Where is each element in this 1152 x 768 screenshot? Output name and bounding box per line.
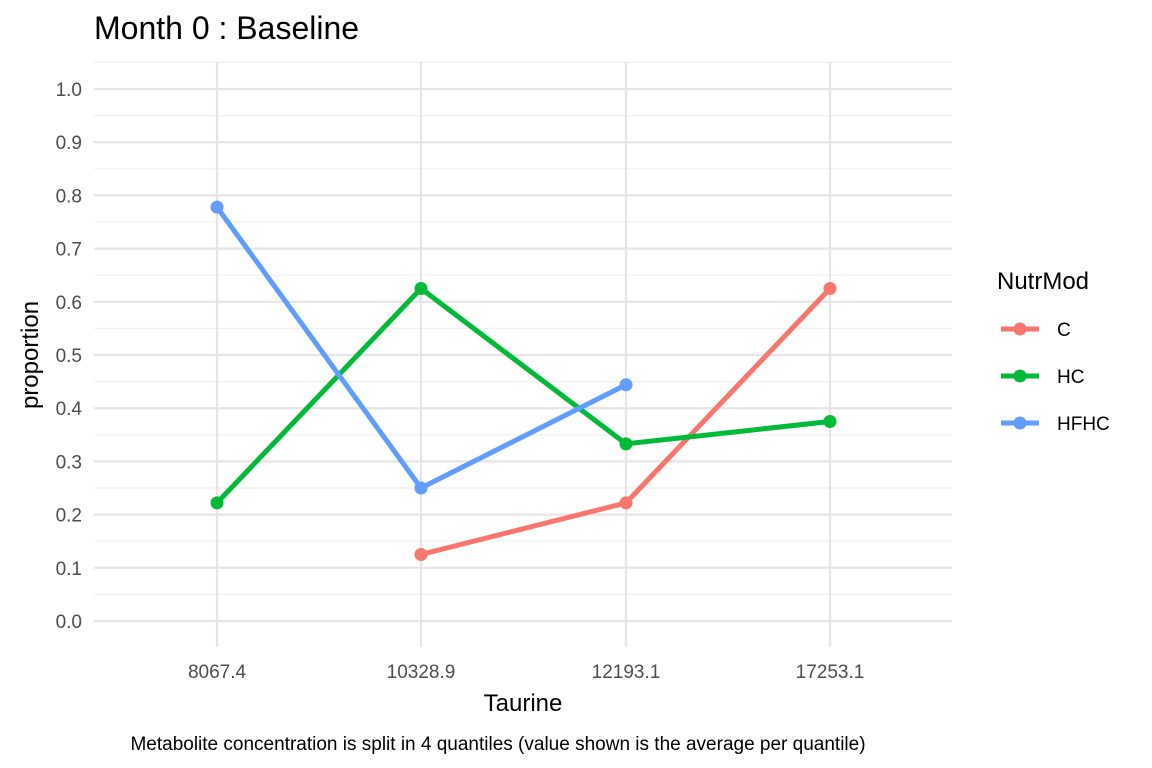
legend-label: HC — [1057, 367, 1084, 388]
x-tick-label: 8067.4 — [188, 662, 247, 683]
data-point-c — [823, 282, 837, 295]
legend-key-point — [1013, 369, 1027, 383]
y-tick-label: 0.8 — [56, 186, 82, 207]
y-tick-label: 0.0 — [56, 612, 82, 633]
y-tick-label: 0.3 — [56, 452, 82, 473]
y-tick-label: 0.6 — [56, 293, 82, 314]
x-tick-label: 17253.1 — [796, 662, 865, 683]
data-point-hfhc — [210, 200, 224, 214]
data-point-hc — [414, 282, 428, 295]
y-tick-labels: 0.0 0.1 0.2 0.3 0.4 0.5 0.6 0.7 0.8 0.9 1.0 — [56, 80, 83, 633]
data-point-hc — [210, 496, 224, 510]
data-point-c — [414, 548, 428, 561]
data-point-c — [619, 496, 633, 510]
data-point-hc — [823, 415, 837, 428]
x-tick-label: 12193.1 — [592, 662, 661, 683]
legend-label: C — [1057, 320, 1071, 341]
x-tick-label: 10328.9 — [387, 662, 456, 683]
data-point-hfhc — [414, 481, 428, 495]
data-point-hc — [619, 437, 633, 451]
series-layer — [210, 200, 837, 561]
y-tick-label: 0.1 — [56, 559, 82, 580]
series-line-hc — [215, 286, 831, 505]
minor-gridlines — [94, 61, 952, 596]
legend: NutrMod C HC HFHC — [997, 268, 1110, 435]
data-point-hfhc — [619, 378, 633, 392]
y-tick-label: 0.4 — [56, 399, 83, 420]
legend-key-point — [1013, 322, 1027, 336]
y-tick-label: 1.0 — [56, 80, 82, 101]
y-tick-label: 0.9 — [56, 133, 82, 154]
x-tick-labels: 8067.4 10328.9 12193.1 17253.1 — [188, 662, 864, 683]
y-tick-label: 0.5 — [56, 346, 82, 367]
y-axis-title: proportion — [17, 301, 44, 409]
major-gridlines — [94, 62, 952, 647]
chart-title: Month 0 : Baseline — [94, 10, 359, 46]
legend-label: HFHC — [1057, 414, 1110, 435]
legend-title: NutrMod — [997, 268, 1089, 295]
y-tick-label: 0.7 — [56, 240, 82, 261]
x-axis-title: Taurine — [484, 690, 563, 717]
y-tick-label: 0.2 — [56, 506, 82, 527]
legend-key-point — [1013, 416, 1027, 430]
caption: Metabolite concentration is split in 4 q… — [130, 734, 865, 755]
